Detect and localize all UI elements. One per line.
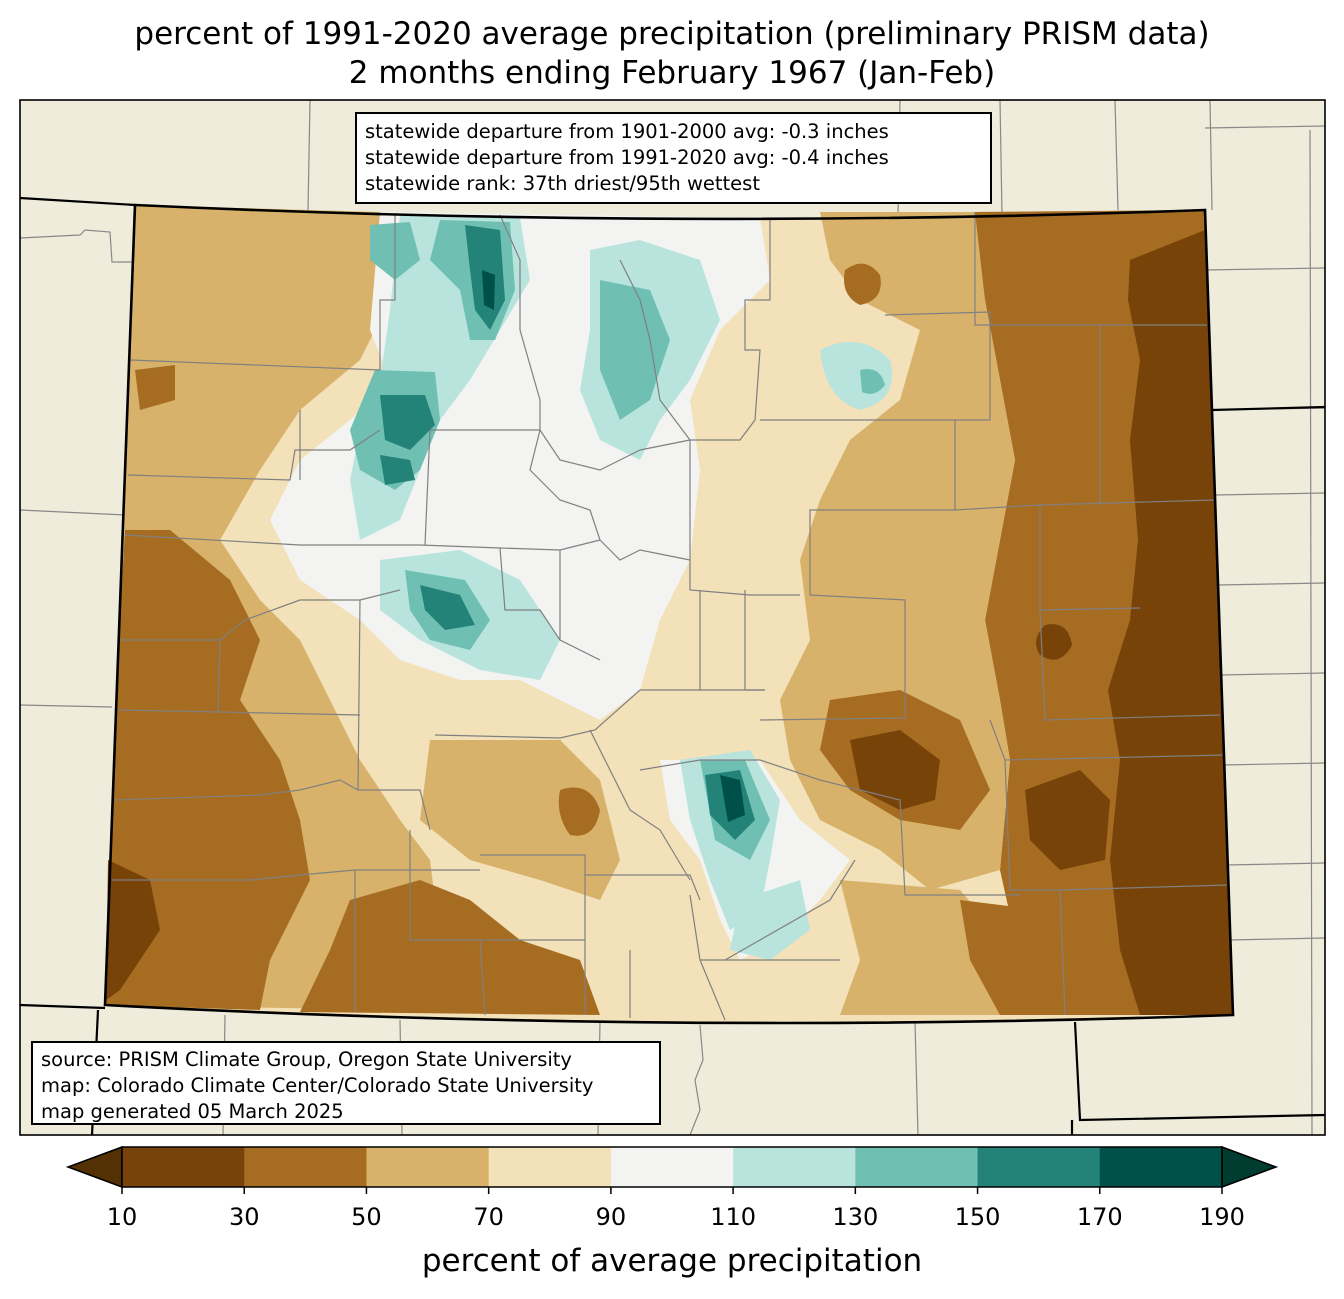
colorbar-segment: [855, 1147, 979, 1187]
statewide-stats-box: statewide departure from 1901-2000 avg: …: [355, 112, 992, 204]
credits-box: source: PRISM Climate Group, Oregon Stat…: [31, 1041, 661, 1125]
map-subtitle: 2 months ending February 1967 (Jan-Feb): [348, 55, 996, 91]
stats-line-2: statewide departure from 1991-2020 avg: …: [365, 146, 889, 169]
precip-contours: [105, 205, 1233, 1015]
map-title: percent of 1991-2020 average precipitati…: [134, 16, 1210, 52]
colorbar-segment: [977, 1147, 1101, 1187]
stats-line-1: statewide departure from 1901-2000 avg: …: [365, 120, 889, 143]
colorbar-segment: [488, 1147, 612, 1187]
colorbar-tick-label: 70: [473, 1203, 504, 1231]
colorado-state-border: [103, 203, 1235, 1025]
colorbar-segment: [733, 1147, 856, 1187]
colorbar-outline: [121, 1146, 1223, 1188]
colorbar-extend-high: [1221, 1145, 1279, 1189]
colorbar-title: percent of average precipitation: [421, 1243, 923, 1279]
colorbar-extend-low: [65, 1145, 123, 1189]
colorbar-segment: [1099, 1147, 1223, 1187]
stats-line-3: statewide rank: 37th driest/95th wettest: [365, 172, 760, 195]
colorbar-tick-label: 150: [954, 1203, 1001, 1231]
colorbar-segment: [366, 1147, 490, 1187]
colorbar-tick-label: 90: [595, 1203, 627, 1231]
colorbar-tick-label: 190: [1199, 1203, 1245, 1231]
credits-line-3: map generated 05 March 2025: [41, 1100, 344, 1123]
county-lines: [112, 212, 1229, 1021]
colorbar-tick-label: 30: [228, 1203, 260, 1231]
colorbar-segment: [244, 1147, 367, 1187]
credits-line-1: source: PRISM Climate Group, Oregon Stat…: [41, 1048, 572, 1071]
colorbar-tick-label: 50: [351, 1203, 382, 1231]
colorbar-tick-label: 10: [106, 1203, 138, 1231]
credits-line-2: map: Colorado Climate Center/Colorado St…: [41, 1074, 594, 1097]
map-frame: [19, 99, 1326, 1136]
colorbar: [65, 1145, 1279, 1194]
colorbar-segment: [610, 1147, 734, 1187]
colorbar-tick-label: 170: [1076, 1203, 1123, 1231]
colorbar-tick-label: 110: [710, 1203, 757, 1231]
colorbar-segment: [122, 1147, 245, 1187]
colorbar-tick-label: 130: [832, 1203, 879, 1231]
